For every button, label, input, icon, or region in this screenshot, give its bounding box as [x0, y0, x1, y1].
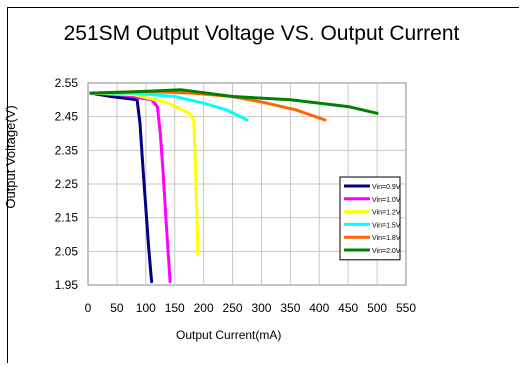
x-tick-label: 450	[338, 301, 358, 315]
series-line-3	[89, 91, 200, 257]
x-axis-label: Output Current(mA)	[176, 328, 282, 342]
legend-label: Vin=1.8V	[372, 235, 401, 242]
y-tick-label: 2.55	[55, 76, 79, 90]
x-tick-label: 200	[194, 301, 214, 315]
chart-frame	[7, 7, 519, 363]
x-tick-label: 100	[136, 301, 156, 315]
legend-label: Vin=0.9V	[372, 184, 401, 191]
x-tick-label: 0	[85, 301, 92, 315]
x-tick-label: 50	[110, 301, 124, 315]
legend-label: Vin=1.0V	[372, 197, 401, 204]
x-tick-label: 400	[309, 301, 329, 315]
x-tick-label: 300	[251, 301, 271, 315]
series-line-6	[89, 88, 379, 115]
y-tick-label: 2.25	[55, 177, 79, 191]
legend-box	[339, 176, 401, 261]
x-tick-label: 350	[280, 301, 300, 315]
x-tick-label: 500	[367, 301, 387, 315]
legend-label: Vin=2.0V	[372, 248, 401, 255]
y-tick-label: 2.35	[55, 143, 79, 157]
y-tick-label: 2.05	[55, 244, 79, 258]
legend-label: Vin=1.2V	[372, 210, 401, 217]
chart-title: 251SM Output Voltage VS. Output Current	[63, 22, 460, 45]
y-tick-label: 2.15	[55, 211, 79, 225]
y-tick-label: 1.95	[55, 278, 79, 292]
legend-label: Vin=1.5V	[372, 222, 401, 229]
x-tick-label: 150	[165, 301, 185, 315]
series-line-1	[89, 91, 154, 284]
x-tick-label: 550	[396, 301, 416, 315]
x-tick-label: 250	[223, 301, 243, 315]
y-tick-label: 2.45	[55, 110, 79, 124]
